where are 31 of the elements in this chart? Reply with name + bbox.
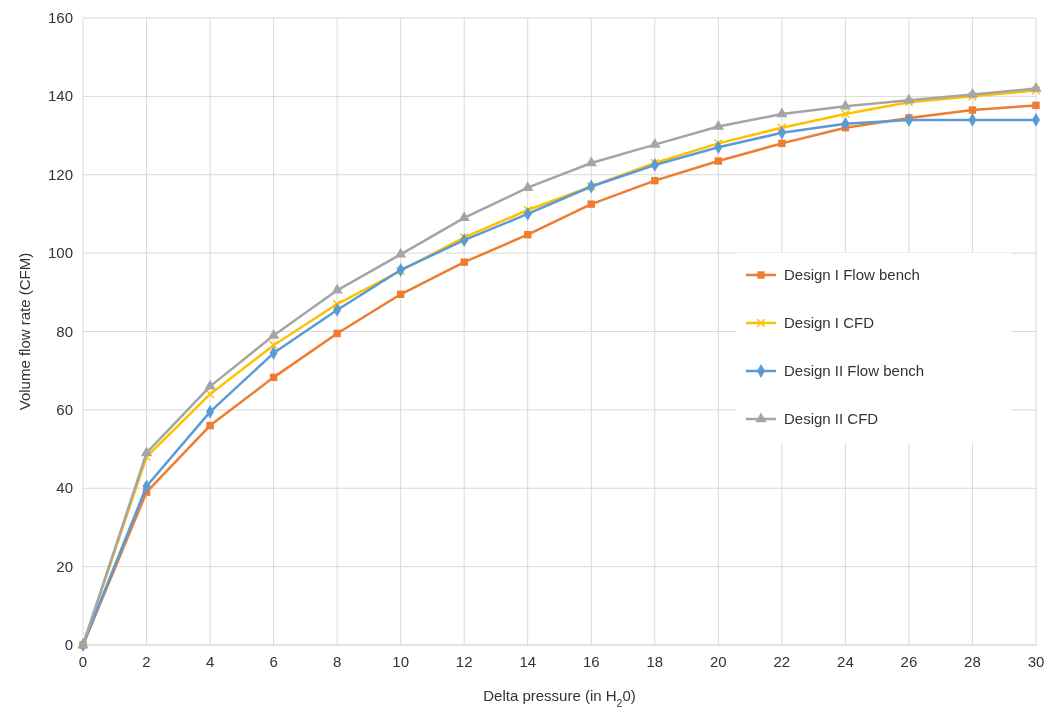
legend-label: Design I Flow bench [784,266,920,283]
y-axis-title: Volume flow rate (CFM) [16,252,33,411]
x-tick-label: 26 [900,653,918,670]
x-tick-label: 2 [142,653,151,670]
x-tick-label: 4 [205,653,215,670]
y-tick-label: 100 [47,244,73,262]
x-tick-label: 8 [332,653,342,670]
y-tick-label: 140 [47,87,73,105]
legend-label: Design I CFD [784,314,875,331]
x-axis-title: Delta pressure (in H$_{2}$0) [483,687,636,709]
legend-label: Design II CFD [784,410,879,427]
y-tick-label: 20 [56,557,73,575]
x-tick-label: 12 [455,653,473,670]
x-tick-label: 30 [1027,653,1045,670]
y-tick-label: 60 [56,400,73,418]
x-tick-label: 18 [646,653,664,670]
y-tick-label: 0 [64,636,73,653]
x-tick-label: 16 [582,653,600,670]
y-tick-label: 40 [56,479,73,497]
y-tick-label: 160 [47,9,73,26]
x-tick-label: 24 [837,653,854,670]
x-tick-label: 14 [519,653,537,670]
legend-label: Design II Flow bench [784,362,925,379]
x-tick-label: 10 [392,653,410,670]
x-tick-label: 22 [773,653,791,670]
x-tick-label: 20 [709,653,727,670]
x-tick-label: 6 [269,653,278,670]
y-tick-label: 80 [56,322,73,340]
x-tick-label: 28 [964,653,981,670]
y-tick-label: 120 [47,165,73,183]
x-tick-label: 0 [78,653,88,670]
